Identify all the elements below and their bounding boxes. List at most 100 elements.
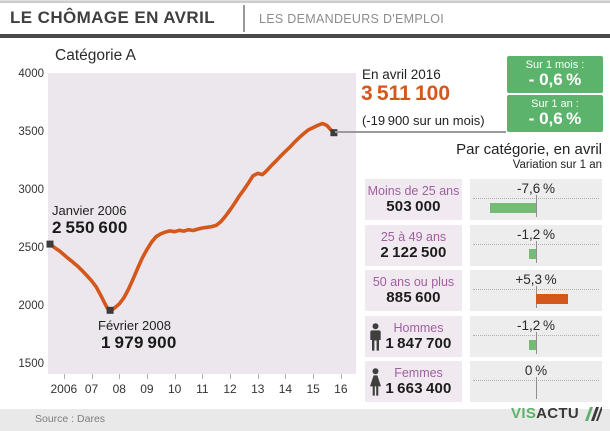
x-tick-mark bbox=[202, 374, 204, 379]
x-tick-label: 16 bbox=[334, 382, 348, 396]
variation-bar bbox=[536, 294, 569, 304]
x-tick-mark bbox=[146, 374, 148, 379]
annotation-start-date: Janvier 2006 bbox=[52, 203, 127, 218]
zero-axis-line bbox=[536, 240, 537, 263]
category-row: Hommes 1 847 700 -1,2 % bbox=[365, 315, 602, 357]
current-period-label: En avril 2016 bbox=[362, 67, 441, 82]
zero-axis-line bbox=[536, 331, 537, 354]
zero-axis-line bbox=[536, 195, 537, 217]
chart-title: Catégorie A bbox=[55, 47, 136, 64]
variation-badge-year: Sur 1 an : - 0,6 % bbox=[507, 95, 603, 132]
data-point-marker bbox=[106, 306, 114, 314]
current-value: 3 511 100 bbox=[361, 82, 451, 105]
variation-bar-cell: +5,3 % bbox=[470, 270, 602, 311]
variation-bar bbox=[528, 248, 536, 259]
y-tick-label: 1500 bbox=[18, 358, 44, 370]
annotation-start-value: 2 550 600 bbox=[52, 218, 128, 237]
x-tick-label: 11 bbox=[196, 382, 209, 396]
top-border-line bbox=[0, 1, 610, 3]
x-tick-label: 13 bbox=[251, 382, 265, 396]
variation-percent-label: 0 % bbox=[524, 363, 548, 378]
category-value: 1 663 400 bbox=[385, 380, 452, 397]
y-tick-label: 3000 bbox=[18, 184, 44, 196]
x-tick-label: 12 bbox=[223, 382, 237, 396]
x-tick-mark bbox=[313, 374, 315, 379]
x-tick-label: 15 bbox=[306, 382, 320, 396]
female-person-icon bbox=[369, 368, 382, 401]
data-point-marker bbox=[330, 129, 338, 137]
x-tick-mark bbox=[285, 374, 287, 379]
category-label: Moins de 25 ans bbox=[367, 184, 460, 198]
x-tick-mark bbox=[174, 374, 176, 379]
category-row: Femmes 1 663 400 0 % bbox=[365, 361, 602, 402]
variation-bar-cell: -1,2 % bbox=[470, 315, 602, 357]
category-value: 1 847 700 bbox=[385, 334, 452, 352]
x-tick-mark bbox=[63, 374, 65, 379]
male-person-icon bbox=[369, 322, 382, 356]
variation-bar-cell: -7,6 % bbox=[470, 179, 602, 220]
logo-text-actu: ACTU bbox=[536, 405, 579, 422]
y-tick-label: 4000 bbox=[18, 68, 44, 80]
x-tick-mark bbox=[91, 374, 93, 379]
category-label: 50 ans ou plus bbox=[372, 275, 455, 289]
category-a-line bbox=[48, 121, 336, 313]
annotation-min-value: 1 979 900 bbox=[101, 333, 177, 352]
current-month-delta: (-19 900 sur un mois) bbox=[362, 113, 485, 128]
category-label-cell: Moins de 25 ans 503 000 bbox=[365, 179, 462, 220]
footer-band bbox=[0, 409, 610, 431]
x-tick-mark bbox=[257, 374, 259, 379]
y-tick-label: 2500 bbox=[18, 242, 44, 254]
annotation-min-date: Février 2008 bbox=[98, 318, 171, 333]
x-tick-label: 2006 bbox=[50, 382, 78, 396]
end-point-leader-line bbox=[335, 131, 506, 133]
variation-percent-label: -7,6 % bbox=[517, 181, 555, 196]
category-row: 50 ans ou plus 885 600 +5,3 % bbox=[365, 270, 602, 311]
badge-year-label: Sur 1 an : bbox=[531, 98, 579, 110]
variation-bar bbox=[528, 339, 536, 350]
line-chart-plot bbox=[46, 73, 356, 374]
source-note: Source : Dares bbox=[35, 413, 106, 425]
category-label-cell: 25 à 49 ans 2 122 500 bbox=[365, 224, 462, 266]
categories-subheading: Variation sur 1 an bbox=[512, 159, 602, 171]
categories-heading: Par catégorie, en avril bbox=[456, 141, 602, 158]
category-row: 25 à 49 ans 2 122 500 -1,2 % bbox=[365, 224, 602, 266]
x-tick-mark bbox=[119, 374, 121, 379]
variation-bar-cell: -1,2 % bbox=[470, 224, 602, 266]
x-tick-mark bbox=[340, 374, 342, 379]
variation-percent-label: -1,2 % bbox=[517, 317, 555, 333]
category-label-cell: 50 ans ou plus 885 600 bbox=[365, 270, 462, 311]
category-label-cell: Hommes 1 847 700 bbox=[365, 315, 462, 357]
category-label-cell: Femmes 1 663 400 bbox=[365, 361, 462, 402]
variation-bar-cell: 0 % bbox=[470, 361, 602, 402]
header-divider bbox=[243, 5, 245, 32]
badge-month-value: - 0,6 % bbox=[528, 70, 582, 89]
variation-badge-month: Sur 1 mois : - 0,6 % bbox=[507, 56, 603, 93]
y-tick-label: 2000 bbox=[18, 300, 44, 312]
category-label: Hommes bbox=[393, 320, 444, 335]
variation-bar bbox=[490, 203, 536, 213]
category-value: 503 000 bbox=[386, 198, 441, 215]
category-label: Femmes bbox=[394, 366, 443, 380]
header-rule bbox=[0, 34, 610, 38]
x-tick-label: 14 bbox=[278, 382, 293, 396]
visactu-mark-icon bbox=[585, 406, 602, 421]
variation-percent-label: -1,2 % bbox=[517, 226, 555, 242]
badge-year-value: - 0,6 % bbox=[528, 109, 582, 128]
x-tick-label: 09 bbox=[140, 382, 154, 396]
categories-table: Moins de 25 ans 503 000 -7,6 % 25 à 49 ans 2… bbox=[365, 179, 602, 407]
x-tick-label: 10 bbox=[167, 382, 182, 396]
x-tick-label: 08 bbox=[112, 382, 126, 396]
x-tick-label: 07 bbox=[84, 382, 99, 396]
zero-axis-line bbox=[536, 377, 537, 399]
category-row: Moins de 25 ans 503 000 -7,6 % bbox=[365, 179, 602, 220]
x-tick-mark bbox=[230, 374, 232, 379]
unemployment-line-chart bbox=[46, 121, 338, 314]
category-value: 2 122 500 bbox=[380, 243, 447, 261]
visactu-logo: VIS ACTU bbox=[511, 405, 602, 422]
logo-text-vis: VIS bbox=[511, 405, 537, 422]
category-value: 885 600 bbox=[386, 289, 441, 306]
badge-month-label: Sur 1 mois : bbox=[525, 59, 585, 71]
variation-percent-label: +5,3 % bbox=[515, 272, 557, 287]
data-point-marker bbox=[46, 240, 54, 248]
